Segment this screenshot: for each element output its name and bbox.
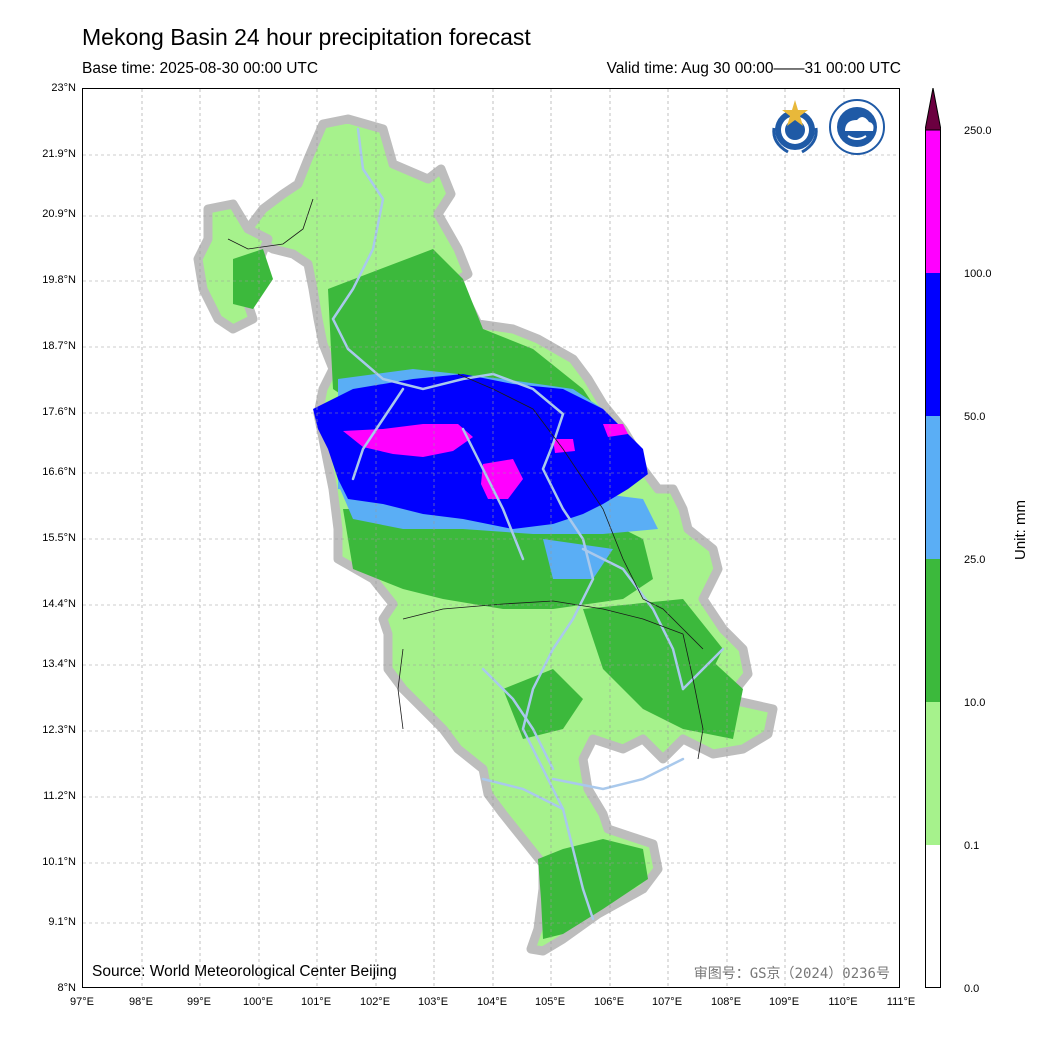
colorbar-level-label: 0.1 bbox=[964, 840, 980, 852]
lon-tick-label: 99°E bbox=[187, 996, 211, 1008]
country-borders bbox=[227, 198, 704, 760]
lat-tick-label: 12.3°N bbox=[42, 724, 76, 736]
lat-tick-label: 10.1°N bbox=[42, 856, 76, 868]
base-time: Base time: 2025-08-30 00:00 UTC bbox=[82, 60, 319, 77]
lat-tick-label: 18.7°N bbox=[42, 340, 76, 352]
wmo-logo bbox=[772, 100, 818, 154]
lon-tick-label: 110°E bbox=[828, 996, 858, 1008]
lat-tick-label: 23°N bbox=[51, 82, 76, 94]
lat-tick-label: 14.4°N bbox=[42, 598, 76, 610]
lon-tick-label: 106°E bbox=[593, 996, 625, 1008]
valid-time: Valid time: Aug 30 00:00——31 00:00 UTC bbox=[606, 60, 901, 77]
lon-tick-label: 102°E bbox=[359, 996, 391, 1008]
lat-tick-label: 15.5°N bbox=[42, 532, 76, 544]
graticule bbox=[83, 89, 899, 987]
map-title: Mekong Basin 24 hour precipitation forec… bbox=[82, 24, 531, 50]
lat-tick-label: 8°N bbox=[57, 982, 76, 994]
lon-tick-label: 109°E bbox=[768, 996, 800, 1008]
colorbar-unit-label: Unit: mm bbox=[1012, 500, 1029, 560]
cma-logo bbox=[829, 99, 885, 155]
source-credit: Source: World Meteorological Center Beij… bbox=[92, 963, 397, 980]
lat-tick-label: 9.1°N bbox=[48, 916, 76, 928]
lat-tick-label: 17.6°N bbox=[42, 406, 76, 418]
lon-tick-label: 104°E bbox=[476, 996, 508, 1008]
lon-tick-label: 103°E bbox=[417, 996, 449, 1008]
map-approval-number: 审图号：GS京（2024）0236号 bbox=[693, 966, 890, 982]
colorbar-level-label: 100.0 bbox=[964, 268, 992, 280]
precipitation-colorbar bbox=[925, 88, 941, 988]
lat-tick-label: 20.9°N bbox=[42, 208, 76, 220]
colorbar-level-label: 25.0 bbox=[964, 554, 986, 566]
lon-tick-label: 98°E bbox=[129, 996, 153, 1008]
lat-tick-label: 16.6°N bbox=[42, 466, 76, 478]
lat-tick-label: 11.2°N bbox=[43, 790, 76, 802]
colorbar-level-label: 0.0 bbox=[964, 983, 980, 995]
map-panel[interactable] bbox=[82, 88, 900, 988]
lon-tick-label: 97°E bbox=[70, 996, 94, 1008]
river-network bbox=[331, 127, 725, 921]
colorbar-level-label: 10.0 bbox=[964, 697, 986, 709]
lon-tick-label: 108°E bbox=[710, 996, 742, 1008]
lat-tick-label: 13.4°N bbox=[42, 658, 76, 670]
lon-tick-label: 111°E bbox=[886, 996, 916, 1008]
lat-tick-label: 21.9°N bbox=[42, 148, 76, 160]
colorbar-level-label: 50.0 bbox=[964, 411, 986, 423]
colorbar-level-label: 250.0 bbox=[964, 125, 992, 137]
lon-tick-label: 105°E bbox=[534, 996, 566, 1008]
precipitation-map bbox=[83, 89, 899, 987]
lon-tick-label: 100°E bbox=[242, 996, 274, 1008]
lon-tick-label: 107°E bbox=[651, 996, 683, 1008]
lon-tick-label: 101°E bbox=[300, 996, 332, 1008]
lat-tick-label: 19.8°N bbox=[42, 274, 76, 286]
